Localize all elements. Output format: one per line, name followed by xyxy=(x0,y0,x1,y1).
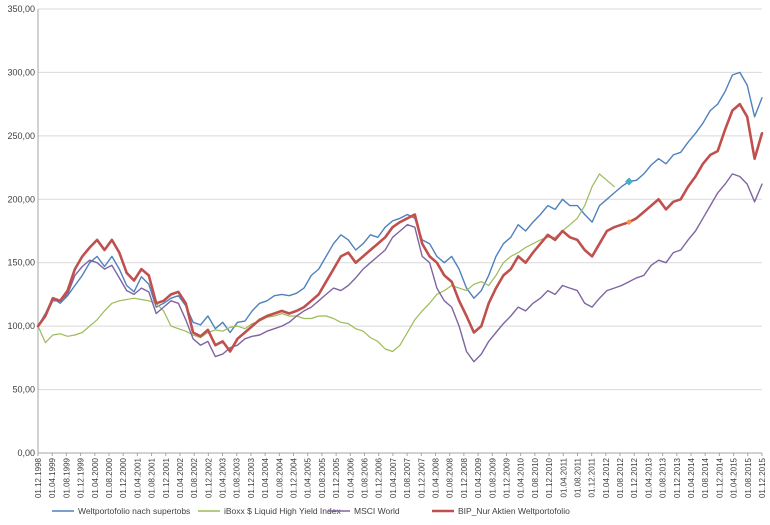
series-line-2 xyxy=(37,173,615,353)
x-tick-label: 01.08.1999 xyxy=(62,457,71,498)
x-tick-label: 01.08.2001 xyxy=(148,457,157,498)
legend-label: BIP_Nur Aktien Weltportofolio xyxy=(458,506,570,516)
x-tick-label: 01.12.2002 xyxy=(204,457,213,498)
legend-label: iBoxx $ Liquid High Yield Index xyxy=(224,506,341,516)
x-tick-label: 01.12.2010 xyxy=(545,457,554,498)
x-tick-label: 01.12.2013 xyxy=(673,457,682,498)
x-tick-label: 01.12.2015 xyxy=(758,457,767,498)
x-tick-label: 01.12.1998 xyxy=(34,457,43,498)
x-tick-label: 01.08.2014 xyxy=(701,457,710,498)
legend: Weltportofolio nach supertobs iBoxx $ Liq… xyxy=(52,506,570,516)
x-tick-label: 01.08.2008 xyxy=(446,457,455,498)
x-tick-label: 01.04.2010 xyxy=(517,457,526,498)
x-tick-label: 01.12.2004 xyxy=(290,457,299,498)
x-tick-label: 01.08.2007 xyxy=(403,457,412,498)
x-tick-label: 01.08.2012 xyxy=(616,457,625,498)
x-tick-label: 01.04.2003 xyxy=(219,457,228,498)
x-tick-label: 01.12.2003 xyxy=(247,457,256,498)
y-tick-label: 50,00 xyxy=(12,385,35,395)
highlighted-point-marker xyxy=(625,177,634,186)
x-tick-label: 01.04.2006 xyxy=(346,457,355,498)
x-axis-tick-labels: 01.12.1998 01.04.1999 01.08.1999 01.12.1999… xyxy=(34,457,767,498)
x-tick-label: 01.04.1999 xyxy=(48,457,57,498)
y-tick-label: 200,00 xyxy=(7,194,35,204)
y-tick-label: 0,00 xyxy=(17,448,35,458)
x-tick-label: 01.04.2011 xyxy=(559,457,568,497)
y-tick-label: 100,00 xyxy=(7,321,35,331)
x-tick-label: 01.12.2009 xyxy=(502,457,511,498)
x-tick-label: 01.08.2011 xyxy=(573,457,582,497)
x-tick-label: 01.04.2007 xyxy=(389,457,398,498)
x-tick-label: 01.04.2004 xyxy=(261,457,270,498)
x-tick-label: 01.04.2002 xyxy=(176,457,185,498)
y-tick-label: 300,00 xyxy=(7,67,35,77)
x-tick-label: 01.12.2007 xyxy=(417,457,426,498)
series-lines xyxy=(36,71,764,363)
x-tick-label: 01.12.2011 xyxy=(588,457,597,497)
x-tick-label: 01.08.2004 xyxy=(275,457,284,498)
x-tick-label: 01.04.2009 xyxy=(474,457,483,498)
x-tick-label: 01.08.2006 xyxy=(361,457,370,498)
legend-label: MSCI World xyxy=(354,506,400,516)
x-tick-label: 01.08.2010 xyxy=(531,457,540,498)
x-tick-label: 01.04.2001 xyxy=(133,457,142,498)
y-tick-label: 350,00 xyxy=(7,4,35,14)
y-tick-label: 250,00 xyxy=(7,131,35,141)
x-tick-label: 01.12.2006 xyxy=(375,457,384,498)
x-tick-label: 01.04.2000 xyxy=(91,457,100,498)
y-tick-label: 150,00 xyxy=(7,258,35,268)
x-tick-label: 01.04.2005 xyxy=(304,457,313,498)
x-tick-label: 01.12.2005 xyxy=(332,457,341,498)
x-tick-label: 01.08.2009 xyxy=(488,457,497,498)
x-tick-label: 01.04.2014 xyxy=(687,457,696,498)
x-tick-label: 01.08.2002 xyxy=(190,457,199,498)
series-line-3 xyxy=(37,173,763,363)
x-tick-label: 01.04.2008 xyxy=(431,457,440,498)
x-tick-label: 01.12.1999 xyxy=(77,457,86,498)
x-tick-label: 01.12.2012 xyxy=(630,457,639,498)
series-markers xyxy=(625,177,634,226)
y-axis-tick-labels: 0,00 50,00 100,00 150,00 200,00 250,00 300,00 3… xyxy=(7,4,35,458)
x-tick-label: 01.04.2012 xyxy=(602,457,611,498)
x-tick-label: 01.04.2015 xyxy=(730,457,739,498)
gridlines xyxy=(38,8,762,454)
x-tick-label: 01.08.2013 xyxy=(659,457,668,498)
legend-label: Weltportofolio nach supertobs xyxy=(78,506,190,516)
x-tick-label: 01.08.2003 xyxy=(233,457,242,498)
x-tick-label: 01.12.2000 xyxy=(119,457,128,498)
x-tick-label: 01.12.2001 xyxy=(162,457,171,498)
x-tick-label: 01.12.2008 xyxy=(460,457,469,498)
x-tick-label: 01.04.2013 xyxy=(644,457,653,498)
x-tick-label: 01.12.2014 xyxy=(715,457,724,498)
highlighted-point-marker xyxy=(626,219,633,226)
x-tick-label: 01.08.2005 xyxy=(318,457,327,498)
x-tick-label: 01.08.2000 xyxy=(105,457,114,498)
axes xyxy=(37,9,763,456)
series-line-4 xyxy=(36,102,764,353)
x-tick-label: 01.08.2015 xyxy=(744,457,753,498)
